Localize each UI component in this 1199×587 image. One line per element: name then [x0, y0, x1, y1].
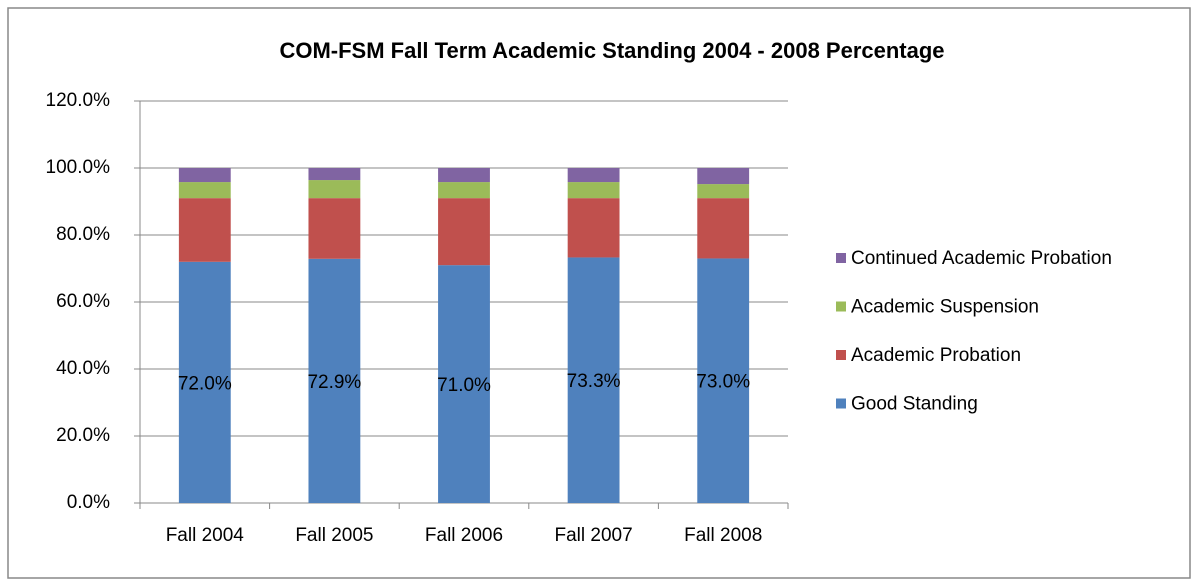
bar-segment	[697, 198, 750, 259]
bar-segment	[308, 168, 361, 181]
x-tick-label: Fall 2007	[555, 525, 633, 546]
bar-segment	[438, 198, 490, 266]
data-label: 71.0%	[437, 375, 491, 396]
bar-segment	[567, 198, 620, 258]
bar-segment	[438, 168, 490, 183]
bar-segment	[178, 261, 231, 503]
x-tick-label: Fall 2004	[166, 525, 245, 546]
bar-segment	[308, 258, 361, 503]
bar-segment	[308, 180, 361, 199]
bar-segment	[697, 168, 750, 185]
y-tick-label: 120.0%	[46, 90, 111, 111]
data-label: 72.9%	[307, 372, 361, 393]
x-tick-label: Fall 2008	[684, 525, 762, 546]
y-tick-label: 20.0%	[56, 425, 110, 446]
legend-label: Continued Academic Probation	[851, 248, 1112, 269]
chart-title: COM-FSM Fall Term Academic Standing 2004…	[279, 38, 944, 63]
y-tick-label: 60.0%	[56, 291, 110, 312]
legend-swatch	[836, 301, 846, 312]
bar-segment	[438, 265, 490, 503]
bar-segment	[697, 184, 750, 199]
y-tick-label: 40.0%	[56, 358, 110, 379]
legend-swatch	[836, 253, 846, 263]
data-label: 72.0%	[178, 373, 232, 394]
legend-label: Academic Suspension	[851, 297, 1039, 318]
bar-segment	[567, 182, 620, 199]
y-tick-label: 80.0%	[56, 224, 110, 245]
bar-segment	[178, 168, 231, 183]
data-label: 73.0%	[696, 372, 750, 393]
legend-swatch	[836, 350, 846, 360]
bar-segment	[567, 257, 620, 503]
legend-label: Good Standing	[851, 394, 978, 415]
bar-segment	[438, 182, 490, 199]
bar-segment	[178, 198, 231, 262]
y-tick-label: 100.0%	[46, 157, 111, 178]
data-label: 73.3%	[567, 371, 621, 392]
bar-segment	[178, 182, 231, 199]
x-tick-label: Fall 2005	[295, 525, 373, 546]
bar-segment	[567, 168, 620, 183]
bar-segment	[697, 258, 750, 503]
bar-segment	[308, 198, 361, 259]
legend-swatch	[836, 398, 846, 409]
x-tick-label: Fall 2006	[425, 525, 503, 546]
legend-label: Academic Probation	[851, 345, 1021, 366]
y-tick-label: 0.0%	[67, 492, 110, 513]
